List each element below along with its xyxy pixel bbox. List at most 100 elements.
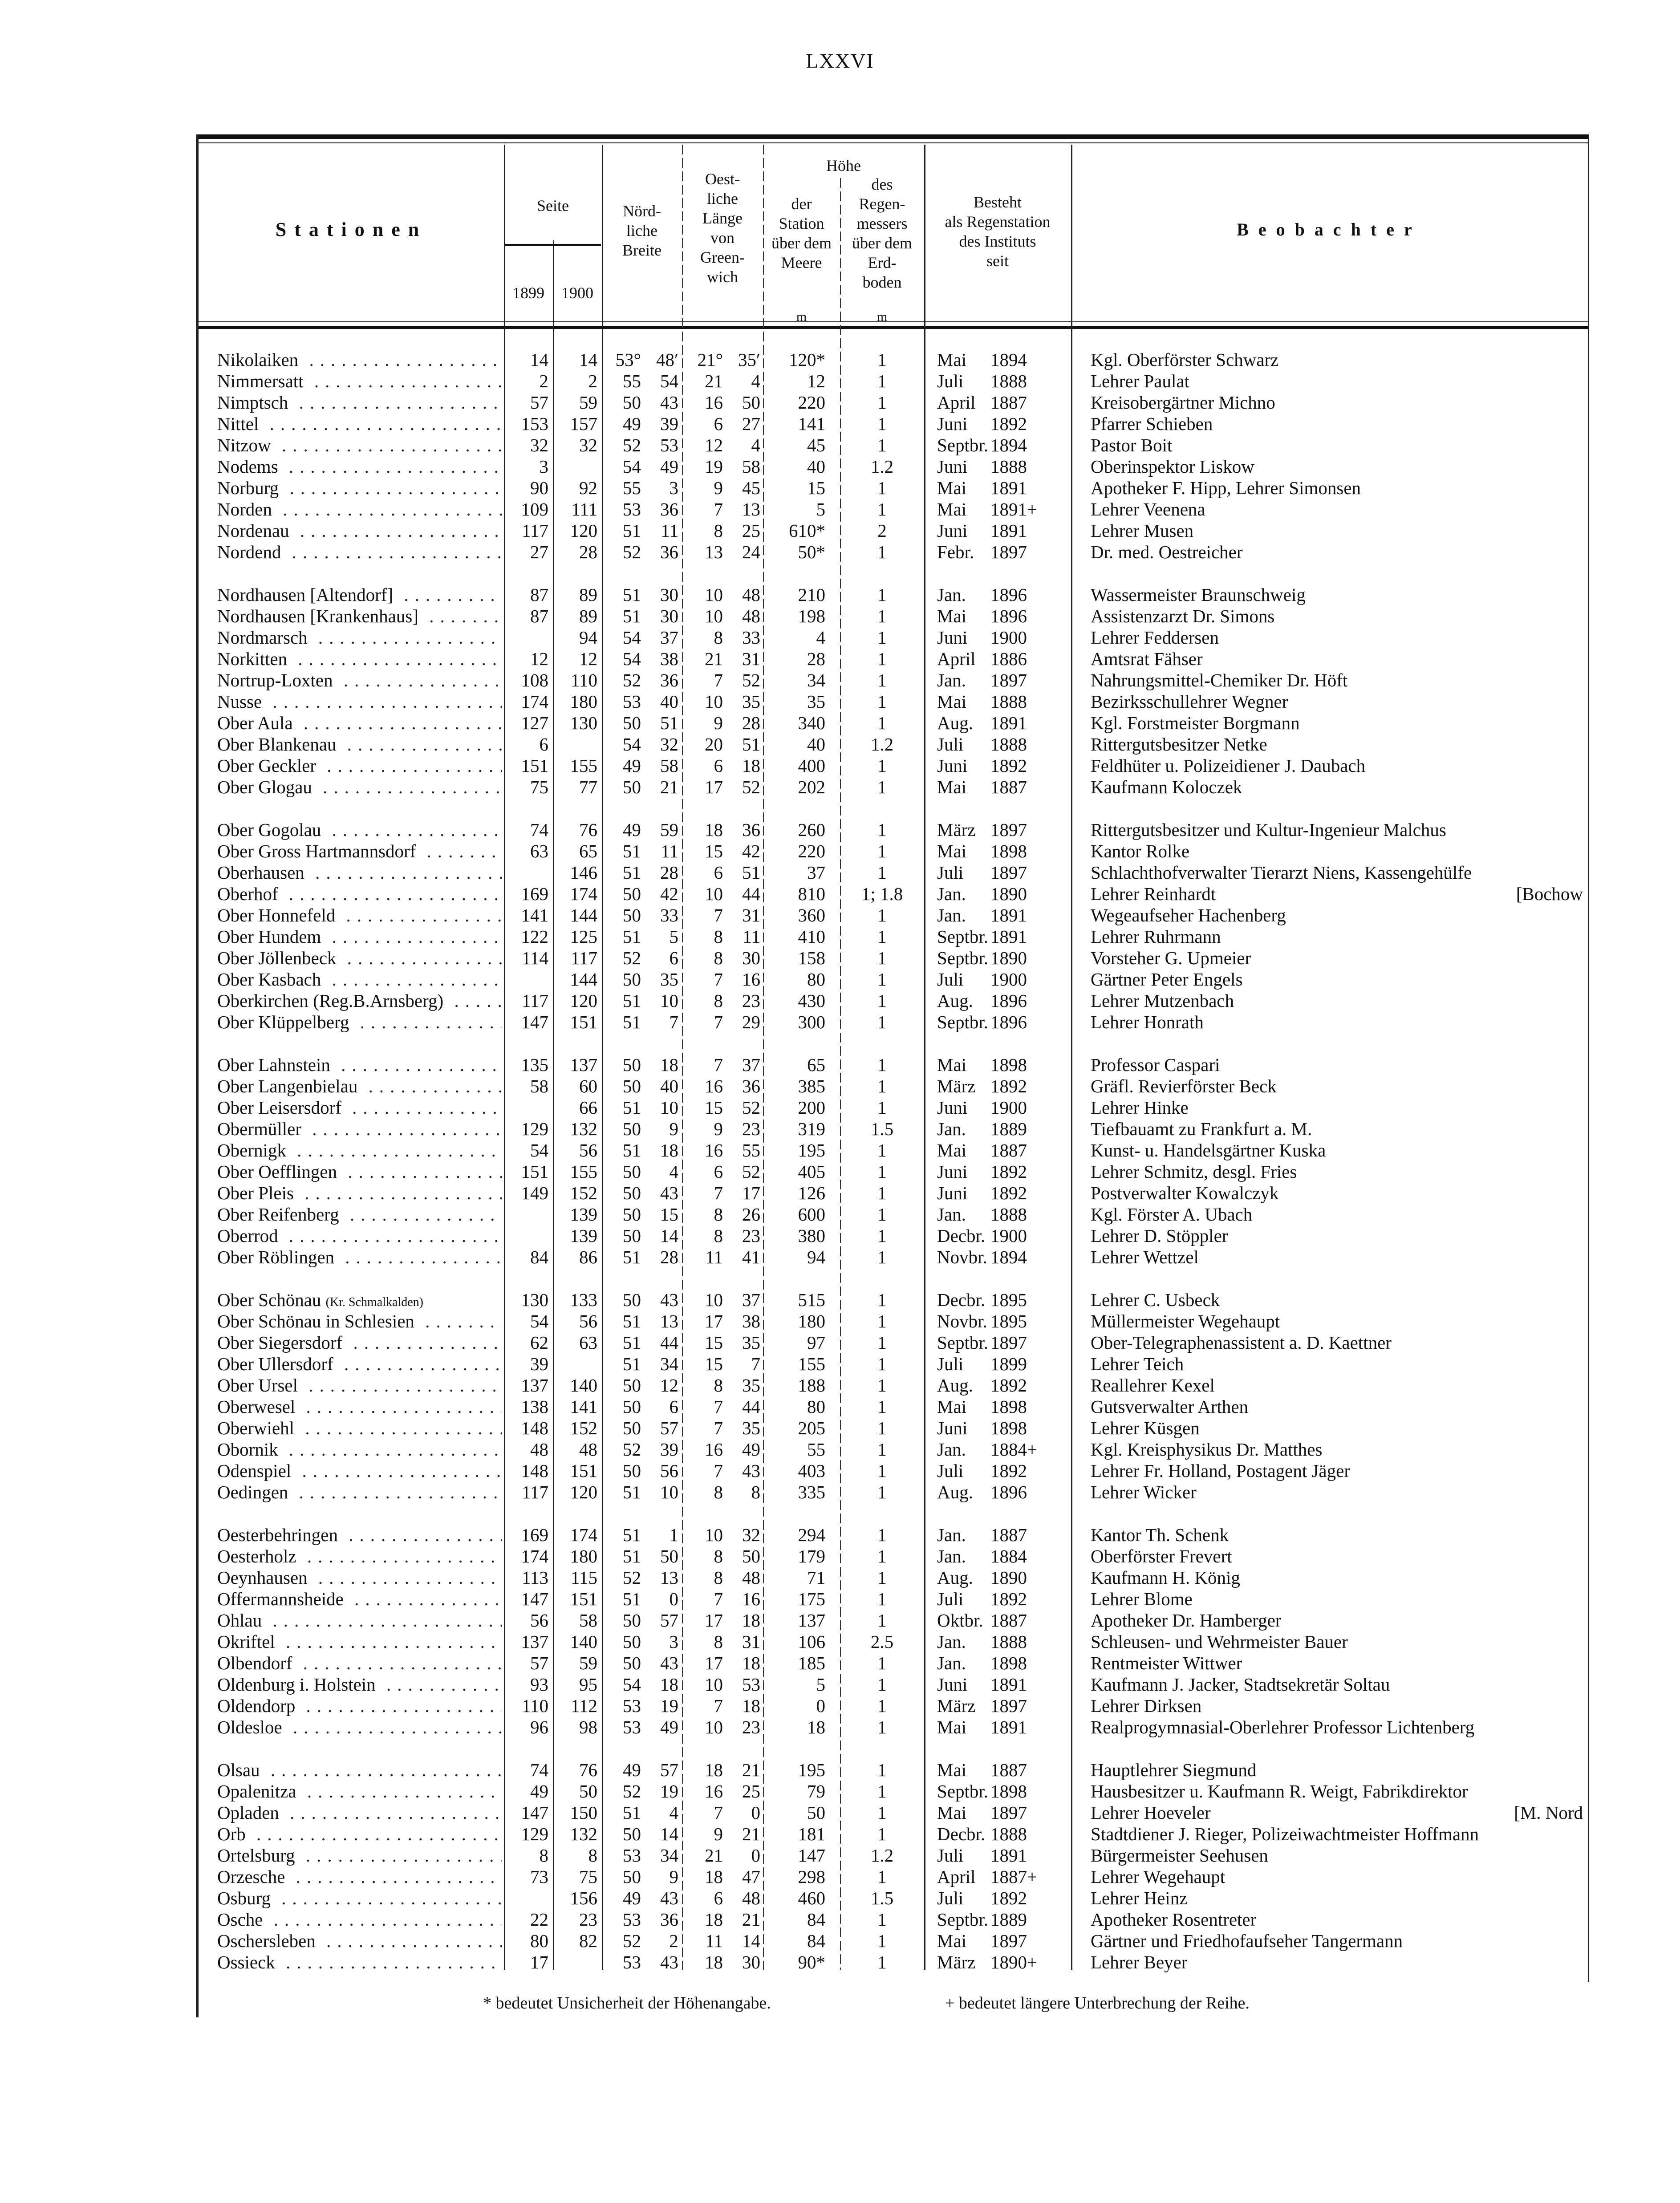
since-month: Mai: [937, 841, 967, 861]
since-month: Septbr.: [937, 948, 989, 968]
seite-1899: 174: [521, 691, 549, 712]
height-station: 80: [807, 1396, 825, 1417]
header-line: Meere: [781, 254, 822, 272]
since-year: 1898: [990, 1418, 1027, 1438]
longitude-minutes: 0: [751, 1845, 761, 1866]
station-cell: Oldenburg i. Holstein ..................…: [217, 1674, 502, 1695]
height-rain-gauge: 1: [877, 1161, 887, 1182]
latitude-degrees: 51: [623, 584, 641, 605]
dot-leader: ........................................: [404, 584, 502, 605]
dot-leader: ........................................: [303, 1653, 502, 1673]
since-month: Juli: [937, 969, 964, 990]
table-row: Nordhausen [Altendorf] .................…: [0, 584, 1680, 605]
since-month: Mai: [937, 1055, 967, 1075]
station-cell: Osburg .................................…: [217, 1887, 502, 1909]
height-rain-gauge: 1: [877, 606, 887, 626]
station-cell: Nusse ..................................…: [217, 691, 502, 712]
longitude-minutes: 33: [742, 627, 760, 648]
latitude-minutes: 10: [660, 1097, 678, 1118]
latitude-degrees: 51: [623, 1525, 641, 1545]
observer: Amtsrat Fähser: [1091, 649, 1203, 669]
since-year: 1900: [990, 969, 1027, 990]
seite-1899: 56: [530, 1610, 548, 1631]
station-cell: Ober Blankenau .........................…: [217, 734, 502, 755]
since-year: 1898: [990, 1781, 1027, 1801]
longitude-degrees: 8: [714, 1482, 723, 1502]
table-row: Norkitten ..............................…: [0, 648, 1680, 669]
station-name: Ober Schönau in Schlesien: [217, 1311, 414, 1331]
dot-leader: ........................................: [326, 1931, 502, 1951]
station-cell: Nittel .................................…: [217, 413, 502, 434]
seite-1899: 117: [522, 1482, 548, 1502]
latitude-minutes: 6: [669, 948, 679, 968]
seite-1899: 14: [530, 349, 548, 370]
longitude-minutes: 48: [742, 1888, 760, 1908]
height-station: 90*: [798, 1952, 826, 1972]
seite-1900: 155: [570, 1161, 598, 1182]
latitude-minutes: 2: [669, 1931, 679, 1951]
station-name: Osburg: [217, 1888, 271, 1908]
dot-leader: ........................................: [349, 1204, 502, 1225]
station-cell: Ober Ullersdorf ........................…: [217, 1353, 502, 1375]
longitude-degrees: 8: [714, 1225, 723, 1246]
dot-leader: ........................................: [288, 884, 502, 904]
seite-1900: 32: [579, 435, 597, 455]
latitude-degrees: 51: [623, 1097, 641, 1118]
latitude-degrees: 53: [623, 691, 641, 712]
seite-1900: 2: [588, 371, 598, 391]
latitude-degrees: 49: [623, 1760, 641, 1780]
longitude-degrees: 18: [705, 1909, 723, 1930]
height-rain-gauge: 1: [877, 1097, 887, 1118]
table-row: Ober Röblingen .........................…: [0, 1246, 1680, 1268]
latitude-minutes: 36: [660, 670, 678, 690]
height-rain-gauge: 1: [877, 691, 887, 712]
longitude-minutes: 52: [742, 1097, 760, 1118]
observer: Postverwalter Kowalczyk: [1091, 1183, 1279, 1203]
dot-leader: ........................................: [347, 948, 502, 968]
table-row: Ober Glogau ............................…: [0, 776, 1680, 798]
latitude-minutes: 30: [660, 584, 678, 605]
since-month: Juli: [937, 371, 964, 391]
latitude-minutes: 11: [661, 520, 678, 541]
since-year: 1897: [990, 1696, 1027, 1716]
seite-1899: 174: [521, 1546, 549, 1566]
longitude-degrees: 16: [705, 1076, 723, 1096]
longitude-minutes: 30: [742, 948, 760, 968]
dot-leader: ........................................: [315, 862, 502, 883]
longitude-degrees: 8: [714, 948, 723, 968]
since-year: 1887: [990, 1140, 1027, 1160]
longitude-minutes: 8: [751, 1482, 761, 1502]
latitude-minutes: 43: [660, 1653, 678, 1673]
station-name: Ober Hundem: [217, 926, 321, 947]
height-rain-gauge: 1: [877, 1546, 887, 1566]
latitude-minutes: 0: [669, 1589, 679, 1609]
table-row: Ober Klüppelberg .......................…: [0, 1011, 1680, 1033]
seite-1899: 58: [530, 1076, 548, 1096]
seite-1899: 117: [522, 990, 548, 1011]
since-month: Jan.: [937, 1546, 966, 1566]
header-unit-m-station: m: [796, 309, 807, 324]
latitude-minutes: 49: [660, 456, 678, 477]
since-month: Juli: [937, 734, 964, 755]
dot-leader: ........................................: [303, 713, 502, 733]
since-year: 1888: [990, 1631, 1027, 1652]
dot-leader: ........................................: [305, 1845, 502, 1866]
observer: Wegeaufseher Hachenberg: [1091, 905, 1286, 925]
dot-leader: ........................................: [306, 1396, 502, 1417]
station-name: Ober Lahnstein: [217, 1055, 330, 1075]
station-name: Orb: [217, 1824, 246, 1844]
table-row: Osburg .................................…: [0, 1887, 1680, 1909]
seite-1899: 39: [530, 1354, 548, 1374]
station-cell: Oberwesel ..............................…: [217, 1396, 502, 1417]
longitude-minutes: 53: [742, 1674, 760, 1695]
since-year: 1884+: [990, 1439, 1038, 1460]
longitude-degrees: 21: [705, 371, 723, 391]
longitude-degrees: 21°: [697, 349, 723, 370]
height-station: 5: [816, 1674, 826, 1695]
since-year: 1895: [990, 1311, 1027, 1331]
height-rain-gauge: 2.5: [870, 1631, 894, 1652]
latitude-minutes: 36: [660, 499, 678, 519]
longitude-minutes: 43: [742, 1461, 760, 1481]
station-cell: Oberhof ................................…: [217, 883, 502, 905]
since-year: 1897: [990, 542, 1027, 562]
